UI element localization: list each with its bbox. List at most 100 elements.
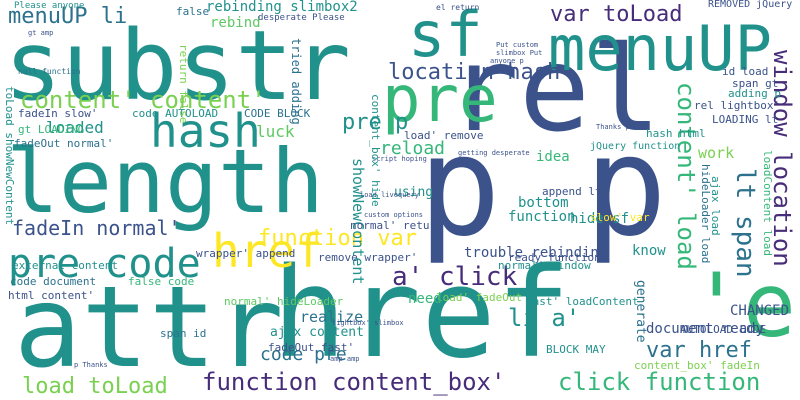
cloud-word: document ready	[646, 321, 765, 337]
cloud-word: p p	[418, 106, 668, 267]
cloud-word: function	[508, 209, 576, 225]
cloud-word: menuUP li	[8, 4, 128, 29]
cloud-word: slow' var	[590, 211, 650, 224]
cloud-word: custom options	[364, 211, 424, 219]
cloud-word: CHANGED	[730, 303, 790, 319]
cloud-word: pre code	[8, 241, 201, 287]
cloud-word: hash	[150, 104, 261, 158]
cloud-word: content_box' hide	[369, 94, 382, 207]
cloud-word: ajax content	[270, 325, 364, 340]
cloud-word: need	[408, 291, 442, 307]
cloud-word: fadeOut fast'	[268, 341, 355, 354]
cloud-word: content' load	[672, 82, 700, 270]
cloud-word: substr	[4, 10, 351, 122]
cloud-word: hash html	[646, 127, 706, 140]
cloud-word: span id	[160, 327, 207, 340]
cloud-word: pre p	[342, 110, 409, 135]
cloud-word: null function	[18, 67, 81, 76]
cloud-word: loaded	[46, 118, 104, 137]
cloud-word: using	[394, 185, 434, 200]
cloud-word: getting desperate	[458, 149, 530, 157]
cloud-word: script hoping	[372, 155, 427, 163]
cloud-word: Thanks p	[596, 123, 630, 131]
cloud-word: var toLoad	[550, 2, 683, 27]
cloud-word: loadContent load	[761, 150, 774, 256]
cloud-word: false	[176, 5, 210, 18]
cloud-word: load' remove	[404, 129, 484, 142]
cloud-word: load toLoad	[22, 374, 168, 399]
cloud-word: normal' window	[498, 259, 591, 272]
cloud-word: 'el	[690, 254, 800, 357]
cloud-word: sf	[408, 0, 483, 71]
cloud-word: realize	[300, 308, 364, 326]
cloud-word: toLoad showNewContent	[3, 86, 16, 226]
cloud-word: CODE BLOCK	[244, 107, 311, 120]
cloud-word: Please anyone	[14, 1, 85, 11]
cloud-word: location hash	[388, 60, 561, 85]
cloud-word: lightbox' slimbox	[332, 319, 404, 327]
cloud-word: trouble rebinding	[464, 245, 608, 261]
cloud-word: hide sf	[570, 211, 630, 227]
cloud-word: rebinding slimbox2	[206, 0, 358, 15]
cloud-word: click function	[558, 368, 761, 396]
cloud-word: content_box' fadeIn	[634, 359, 760, 372]
cloud-word: content' content'	[20, 86, 266, 114]
cloud-word: code pre	[260, 344, 347, 365]
cloud-word: attr	[14, 263, 284, 393]
cloud-word: false code	[128, 275, 195, 288]
cloud-word: ajax load	[709, 176, 722, 236]
cloud-word: showNewContent	[349, 158, 367, 285]
cloud-word: var href	[646, 338, 752, 363]
cloud-word: code AUTOLOAD	[132, 107, 219, 120]
cloud-word: BLOCK MAY	[546, 343, 606, 356]
cloud-word: rel lightbox'	[694, 99, 781, 112]
cloud-word: generate	[633, 280, 648, 343]
cloud-word: length	[6, 130, 324, 233]
cloud-word: li a'	[508, 304, 581, 332]
cloud-word: span gt	[732, 77, 779, 90]
cloud-word: fast' loadContent	[526, 295, 639, 308]
cloud-word: fadeIn normal'	[12, 216, 181, 240]
cloud-word: jQuery function	[590, 141, 681, 152]
cloud-word: rel	[448, 20, 662, 158]
cloud-word: REMOVED jQuery	[708, 0, 793, 10]
cloud-word: menuUP	[548, 12, 772, 85]
cloud-word: adding p	[728, 87, 781, 100]
cloud-word: rebind	[210, 15, 261, 31]
cloud-word: Put custom	[496, 41, 539, 49]
cloud-word: desperate Please	[258, 13, 345, 23]
cloud-word: a' click	[392, 262, 518, 292]
cloud-word: id load	[722, 65, 769, 78]
cloud-word: lt span	[730, 168, 760, 278]
cloud-word: href	[212, 224, 323, 278]
cloud-word: function var	[258, 226, 417, 251]
cloud-word: ready function	[508, 251, 601, 264]
cloud-word: luck	[256, 122, 295, 141]
cloud-word: p Thanks	[74, 361, 108, 369]
cloud-word: function content_box'	[202, 368, 506, 396]
cloud-word: idea	[536, 149, 570, 165]
cloud-word: remove wrapper'	[318, 251, 418, 264]
cloud-word: normal' hideLoader	[224, 295, 344, 308]
cloud-word: LOADING lt	[712, 113, 779, 126]
cloud-word: tried adding	[289, 38, 303, 125]
cloud-word: href	[272, 242, 571, 386]
cloud-word: reload	[380, 138, 446, 159]
cloud-word: window location	[768, 50, 796, 267]
cloud-word: gt amp	[28, 29, 54, 37]
cloud-word: fadeIn slow'	[18, 107, 98, 120]
cloud-word: normal' return	[350, 219, 443, 232]
cloud-word: load livequery	[360, 191, 420, 199]
cloud-word: code document	[10, 275, 97, 288]
cloud-word: fadeOut normal'	[14, 137, 114, 150]
cloud-word: bottom	[518, 195, 569, 211]
cloud-word: html content'	[8, 289, 95, 302]
cloud-word: amp amp	[330, 355, 360, 363]
cloud-word: slimbox Put	[496, 49, 543, 57]
cloud-word: pre	[382, 63, 498, 137]
cloud-word: anyone p	[490, 57, 524, 65]
cloud-word: external content	[12, 259, 118, 272]
cloud-word: AUTOLOAD CODE	[680, 323, 767, 336]
cloud-word: gt LOADING	[18, 123, 85, 136]
